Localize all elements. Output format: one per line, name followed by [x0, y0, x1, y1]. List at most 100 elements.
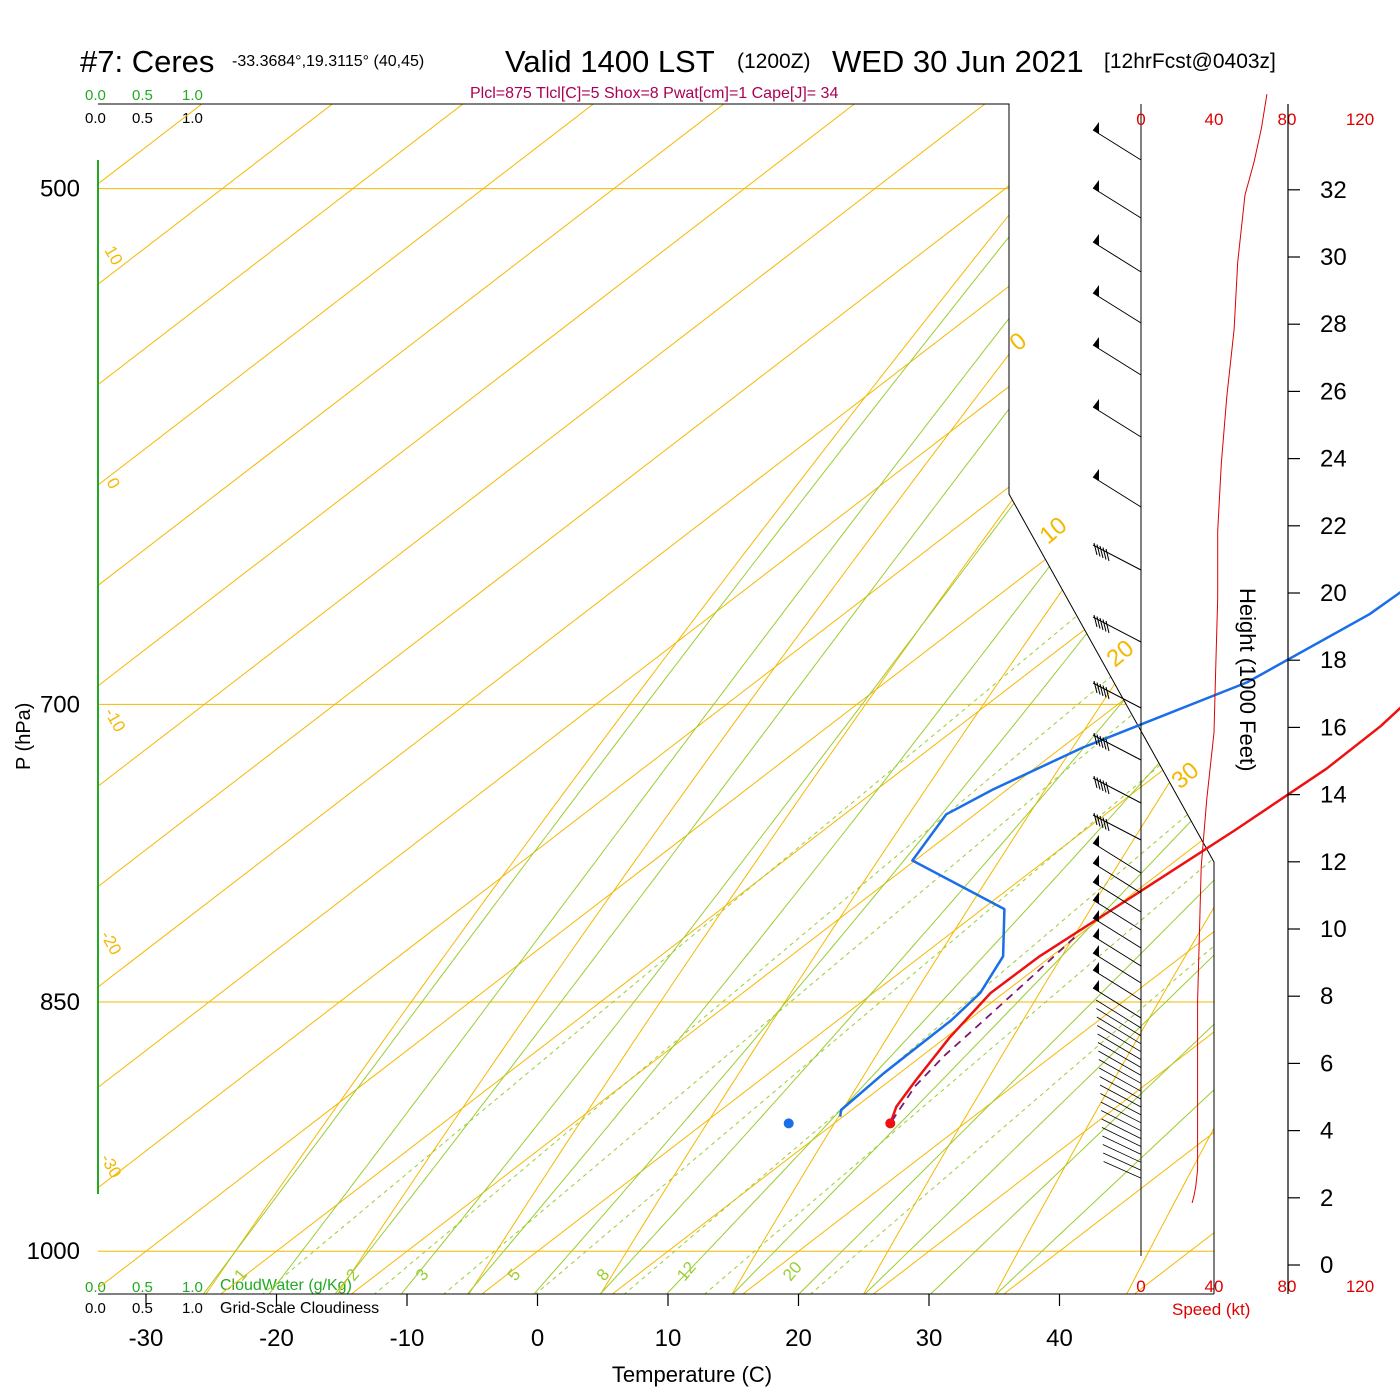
- isotherm--40: [98, 104, 1214, 1294]
- wind-barb-feather: [1102, 685, 1107, 698]
- dry-adiabat-270: [448, 104, 1214, 1294]
- moist-adiabat-35: [896, 104, 1214, 1294]
- isotherm--80: [98, 104, 1214, 1294]
- wind-barb-pennant-0: [1092, 122, 1142, 161]
- cloud-black-label-1: 0.5: [132, 110, 153, 127]
- wind-barb-staff: [1092, 881, 1142, 913]
- wind-barb-feather: [1096, 734, 1101, 747]
- wind-barb-pennant-10: [1092, 892, 1142, 931]
- cloud-green-bottom-2: 1.0: [182, 1279, 203, 1296]
- mixing-ratio-label-5: 5: [504, 1265, 525, 1284]
- wind-barb-staff: [1092, 917, 1142, 949]
- valid-date: WED 30 Jun 2021: [832, 44, 1084, 79]
- wind-barb-pennant-11: [1092, 910, 1142, 949]
- cloud-green-bottom-1: 0.5: [132, 1279, 153, 1296]
- wind-barb-pennant-7: [1092, 835, 1142, 874]
- isotherm--140: [98, 104, 1214, 1294]
- cloud-green-label-2: 1.0: [182, 87, 203, 104]
- wind-barb-flag: [1093, 399, 1099, 411]
- wind-barb-staff: [1092, 129, 1142, 161]
- temp-label-20: 20: [785, 1325, 812, 1352]
- height-label-12: 12: [1320, 849, 1347, 876]
- moist-adiabat-40: [961, 104, 1214, 1294]
- cloud-green-label-1: 0.5: [132, 87, 153, 104]
- isotherm--70: [98, 104, 1214, 1294]
- speed-bottom-label-80: 80: [1278, 1277, 1297, 1296]
- stability-indices: Plcl=875 Tlcl[C]=5 Shox=8 Pwat[cm]=1 Cap…: [470, 85, 838, 102]
- temperature-axis: -30 -20 -10 0 10 20 30 40: [129, 1294, 1073, 1352]
- wind-barb-flag: [1093, 910, 1099, 922]
- wind-barb-flag: [1093, 945, 1099, 957]
- wind-barb-feathers-5: [1092, 812, 1142, 841]
- wind-barb-feather: [1102, 619, 1107, 632]
- wind-barb-pennant-2: [1092, 234, 1142, 273]
- cloudiness-title: Grid-Scale Cloudiness: [220, 1300, 379, 1317]
- temperature-axis-title: Temperature (C): [612, 1362, 772, 1387]
- wind-barb-staff: [1092, 476, 1142, 508]
- isobar-lines: [98, 188, 1214, 1252]
- isotherm--100: [98, 104, 1214, 1294]
- wind-barb-flag: [1093, 874, 1099, 886]
- wind-barb-low-1: [1096, 1008, 1142, 1037]
- isotherm-label-0: 0: [103, 475, 124, 493]
- wind-barb-staff: [1092, 969, 1142, 1001]
- wind-barb-feather: [1096, 616, 1101, 629]
- wind-barb-feather: [1105, 686, 1110, 700]
- wind-barb-pennant-9: [1092, 874, 1142, 913]
- wind-barb-flag: [1093, 892, 1099, 904]
- speed-top-label-120: 120: [1346, 110, 1374, 129]
- mixing-ratio-3: [405, 104, 1214, 1294]
- wind-barb-feather: [1099, 617, 1104, 631]
- wind-barb-feather: [1093, 812, 1098, 826]
- wind-barb-feather: [1099, 683, 1104, 697]
- wind-barb-feathers-1: [1092, 614, 1142, 643]
- wind-barb-pennant-5: [1092, 399, 1142, 438]
- isotherm-label-right-30: 30: [1167, 757, 1205, 795]
- moist-adiabat--20: [178, 104, 1214, 1294]
- isotherm--120: [98, 104, 1214, 1294]
- height-label-20: 20: [1320, 580, 1347, 607]
- wind-barb-low-13: [1101, 1110, 1142, 1132]
- wind-barb-feather: [1102, 780, 1107, 793]
- cloud-black-bottom-0: 0.0: [85, 1300, 106, 1317]
- mixing-ratio-label-12: 12: [673, 1258, 700, 1285]
- speed-axis-title: Speed (kt): [1172, 1300, 1250, 1319]
- wind-barb-low-6: [1098, 1050, 1142, 1076]
- wind-barb-pennant-12: [1092, 928, 1142, 967]
- isotherm--10: [309, 104, 1214, 1294]
- height-label-4: 4: [1320, 1118, 1333, 1145]
- wind-barb-low-8: [1099, 1067, 1142, 1092]
- mixing-ratio-8: [586, 104, 1214, 1294]
- height-axis-title: Height (1000 Feet): [1235, 588, 1260, 771]
- wind-barb-low-3: [1096, 1025, 1142, 1053]
- wind-barb-flag: [1093, 180, 1099, 192]
- isotherm-label--10: -10: [101, 705, 130, 736]
- cloud-green-bottom-0: 0.0: [85, 1279, 106, 1296]
- isotherm-label-right-20: 20: [1102, 635, 1140, 673]
- isotherm-label--30: -30: [97, 1151, 126, 1182]
- cloud-black-bottom-1: 0.5: [132, 1300, 153, 1317]
- wind-barb-staff: [1092, 842, 1142, 874]
- dry-adiabat-280: [580, 104, 1214, 1294]
- moist-adiabat--5: [374, 104, 1214, 1294]
- moist-adiabat--15: [244, 104, 1214, 1294]
- mixing-ratio-5: [497, 104, 1214, 1294]
- wind-barb-feather: [1105, 781, 1110, 795]
- wind-barb-staff: [1092, 935, 1142, 967]
- wind-barb-feathers-0: [1092, 542, 1142, 571]
- isotherm-0: [439, 104, 1214, 1294]
- station-title: #7: Ceres: [80, 44, 214, 79]
- wind-barb-low-5: [1097, 1042, 1142, 1068]
- height-label-0: 0: [1320, 1252, 1333, 1279]
- wind-barb-low-14: [1101, 1118, 1142, 1139]
- wind-barb-low-4: [1097, 1033, 1142, 1060]
- wind-barb-staff: [1092, 952, 1142, 984]
- zulu-time: (1200Z): [737, 50, 811, 73]
- moist-adiabat-0: [439, 104, 1214, 1294]
- isotherm--60: [98, 104, 1214, 1294]
- moist-adiabat-5: [505, 104, 1214, 1294]
- cloud-scale-top: 0.0 0.5 1.0 0.0 0.5 1.0: [85, 87, 203, 127]
- pressure-axis: 2503004005007008501000: [27, 176, 80, 1266]
- height-label-10: 10: [1320, 916, 1347, 943]
- speed-bottom-label-40: 40: [1205, 1277, 1224, 1296]
